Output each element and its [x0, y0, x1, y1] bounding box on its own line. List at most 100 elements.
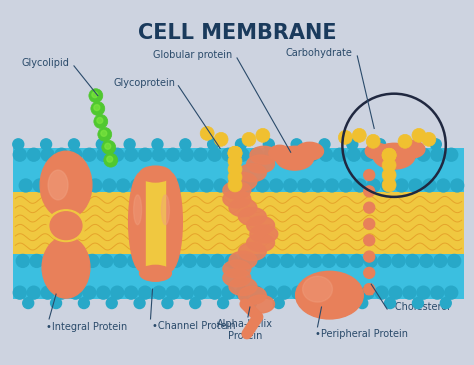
Ellipse shape: [223, 190, 251, 208]
Circle shape: [69, 148, 82, 161]
Circle shape: [158, 179, 172, 192]
Circle shape: [19, 179, 32, 192]
Circle shape: [301, 297, 312, 308]
Ellipse shape: [40, 151, 92, 219]
Circle shape: [422, 132, 436, 146]
Circle shape: [389, 148, 402, 161]
Circle shape: [134, 297, 145, 308]
Bar: [366, 284, 372, 294]
Ellipse shape: [156, 172, 182, 271]
Circle shape: [406, 254, 419, 267]
Circle shape: [228, 154, 242, 168]
Circle shape: [403, 148, 416, 161]
Circle shape: [180, 139, 191, 150]
Ellipse shape: [47, 210, 85, 242]
Circle shape: [138, 148, 152, 161]
Circle shape: [153, 286, 165, 299]
Circle shape: [125, 286, 137, 299]
Circle shape: [347, 139, 358, 150]
Ellipse shape: [296, 142, 323, 160]
Circle shape: [186, 179, 199, 192]
Circle shape: [128, 254, 141, 267]
Circle shape: [242, 179, 255, 192]
Circle shape: [72, 254, 85, 267]
Circle shape: [264, 286, 277, 299]
Ellipse shape: [269, 145, 291, 161]
Circle shape: [256, 179, 269, 192]
Circle shape: [92, 92, 98, 98]
Circle shape: [94, 105, 100, 111]
Circle shape: [197, 254, 210, 267]
Circle shape: [361, 286, 374, 299]
Circle shape: [228, 162, 242, 176]
Circle shape: [392, 254, 405, 267]
Circle shape: [13, 139, 24, 150]
Ellipse shape: [223, 181, 251, 199]
Ellipse shape: [373, 143, 415, 169]
Circle shape: [162, 297, 173, 308]
Circle shape: [211, 254, 224, 267]
Ellipse shape: [139, 166, 172, 182]
Circle shape: [208, 148, 221, 161]
Circle shape: [33, 179, 46, 192]
Circle shape: [333, 148, 346, 161]
Circle shape: [97, 286, 110, 299]
Circle shape: [96, 139, 107, 150]
Ellipse shape: [296, 271, 363, 319]
Circle shape: [69, 286, 82, 299]
Text: •Channel Protein: •Channel Protein: [153, 321, 236, 331]
Circle shape: [69, 139, 80, 150]
Circle shape: [89, 89, 103, 103]
Circle shape: [382, 168, 396, 182]
Circle shape: [27, 148, 40, 161]
Circle shape: [166, 286, 179, 299]
Ellipse shape: [128, 172, 155, 271]
Circle shape: [142, 254, 155, 267]
Circle shape: [222, 148, 235, 161]
Circle shape: [423, 179, 436, 192]
Circle shape: [101, 130, 107, 137]
Circle shape: [208, 286, 221, 299]
Ellipse shape: [50, 212, 82, 239]
Circle shape: [86, 254, 99, 267]
Circle shape: [364, 202, 374, 213]
Circle shape: [270, 179, 283, 192]
Circle shape: [267, 254, 280, 267]
Ellipse shape: [246, 234, 274, 252]
Ellipse shape: [223, 269, 251, 287]
Circle shape: [166, 148, 179, 161]
Circle shape: [111, 286, 124, 299]
Ellipse shape: [139, 265, 172, 281]
Circle shape: [364, 235, 374, 246]
Circle shape: [319, 139, 330, 150]
Circle shape: [47, 179, 60, 192]
Circle shape: [281, 254, 294, 267]
Circle shape: [364, 251, 374, 262]
Circle shape: [333, 286, 346, 299]
Circle shape: [309, 254, 321, 267]
Ellipse shape: [238, 243, 266, 261]
Ellipse shape: [238, 287, 266, 304]
Circle shape: [445, 148, 458, 161]
Circle shape: [264, 139, 274, 150]
Circle shape: [208, 139, 219, 150]
Text: CELL MEMBRANE: CELL MEMBRANE: [137, 23, 337, 43]
Circle shape: [125, 148, 137, 161]
Circle shape: [107, 156, 113, 162]
Circle shape: [228, 146, 242, 160]
Circle shape: [239, 254, 252, 267]
Ellipse shape: [48, 170, 68, 200]
Circle shape: [214, 132, 228, 146]
Ellipse shape: [250, 225, 278, 243]
Circle shape: [402, 139, 413, 150]
Circle shape: [102, 140, 116, 154]
Circle shape: [44, 254, 57, 267]
Circle shape: [190, 297, 201, 308]
Ellipse shape: [223, 260, 251, 278]
Circle shape: [292, 286, 305, 299]
Bar: [13, 148, 464, 192]
Circle shape: [306, 148, 319, 161]
Circle shape: [55, 148, 68, 161]
Circle shape: [353, 179, 366, 192]
Circle shape: [225, 254, 238, 267]
